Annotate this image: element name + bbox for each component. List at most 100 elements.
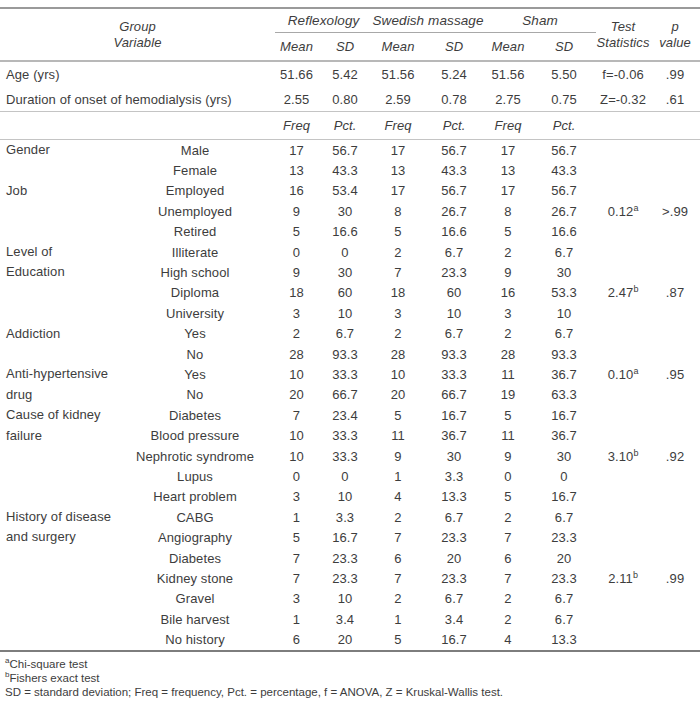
category-cell: History of diseaseand surgery xyxy=(0,507,115,651)
value-cell: 16.7 xyxy=(318,527,372,547)
value-cell: 2 xyxy=(484,589,532,609)
category-cell: Level ofEducation xyxy=(0,242,115,324)
test-statistic-cell xyxy=(596,385,650,405)
value-cell: 7 xyxy=(275,548,318,568)
subcategory-cell: CABG xyxy=(115,507,275,527)
p-value-cell xyxy=(650,609,700,629)
value-cell: 10 xyxy=(318,487,372,507)
subcategory-cell: No history xyxy=(115,629,275,650)
test-statistic-cell xyxy=(596,140,650,161)
value-cell: 16.7 xyxy=(532,487,596,507)
empty-cell xyxy=(596,112,650,140)
value-cell: 7 xyxy=(372,568,424,588)
value-cell: 1 xyxy=(372,466,424,486)
value-cell: 66.7 xyxy=(318,385,372,405)
value-cell: 0 xyxy=(484,466,532,486)
p-value-cell xyxy=(650,344,700,364)
value-cell: 28 xyxy=(275,344,318,364)
subcategory-cell: Nephrotic syndrome xyxy=(115,446,275,466)
value-cell: 5 xyxy=(484,222,532,242)
value-cell: 3 xyxy=(275,487,318,507)
test-statistic-cell xyxy=(596,466,650,486)
value-cell: 28 xyxy=(372,344,424,364)
value-cell: 1 xyxy=(275,609,318,629)
subcategory-cell: No xyxy=(115,344,275,364)
value-cell: 8 xyxy=(484,201,532,221)
test-statistic-cell xyxy=(596,426,650,446)
freq-header: Freq xyxy=(372,112,424,140)
value-cell: 30 xyxy=(318,262,372,282)
table-row: JobEmployed1653.41756.71756.7 xyxy=(0,181,700,201)
value-cell: 16.7 xyxy=(424,405,484,425)
value-cell: 26.7 xyxy=(532,201,596,221)
value-cell: 9 xyxy=(275,262,318,282)
value-cell: 0 xyxy=(275,242,318,262)
p-value-cell xyxy=(650,629,700,650)
table-header-groups-row: GroupVariable Reflexology Swedish massag… xyxy=(0,8,700,33)
p-value-cell xyxy=(650,466,700,486)
value-cell: 5 xyxy=(275,527,318,547)
value-cell: 9 xyxy=(484,446,532,466)
value-cell: 36.7 xyxy=(532,364,596,384)
value-cell: 51.66 xyxy=(275,61,318,87)
value-cell: 3.3 xyxy=(424,466,484,486)
subcategory-cell: Illiterate xyxy=(115,242,275,262)
test-statistic-cell xyxy=(596,507,650,527)
value-cell: 2 xyxy=(372,242,424,262)
value-cell: 10 xyxy=(318,589,372,609)
value-cell: 13 xyxy=(372,160,424,180)
value-cell: 20 xyxy=(424,548,484,568)
value-cell: 56.7 xyxy=(424,181,484,201)
value-cell: 3 xyxy=(372,303,424,323)
value-cell: 33.3 xyxy=(424,364,484,384)
value-cell: 0 xyxy=(275,466,318,486)
p-value-cell: .61 xyxy=(650,87,700,112)
test-statistic-cell: 0.12a xyxy=(596,201,650,221)
p-value-cell xyxy=(650,507,700,527)
value-cell: 43.3 xyxy=(424,160,484,180)
value-cell: 10 xyxy=(372,364,424,384)
p-value-cell xyxy=(650,242,700,262)
value-cell: 10 xyxy=(275,426,318,446)
p-value-cell xyxy=(650,222,700,242)
demographics-table: GroupVariable Reflexology Swedish massag… xyxy=(0,7,700,652)
value-cell: 93.3 xyxy=(532,344,596,364)
test-statistic-cell xyxy=(596,344,650,364)
value-cell: 0 xyxy=(532,466,596,486)
p-value-cell xyxy=(650,324,700,344)
value-cell: 23.3 xyxy=(318,548,372,568)
value-cell: 5.42 xyxy=(318,61,372,87)
pct-header: Pct. xyxy=(424,112,484,140)
value-cell: 7 xyxy=(484,568,532,588)
subcategory-cell: University xyxy=(115,303,275,323)
value-cell: 28 xyxy=(484,344,532,364)
subcategory-cell: Kidney stone xyxy=(115,568,275,588)
value-cell: 23.3 xyxy=(318,568,372,588)
test-statistic-cell xyxy=(596,181,650,201)
sd-header: SD xyxy=(318,33,372,62)
value-cell: 13 xyxy=(275,160,318,180)
value-cell: 6 xyxy=(484,548,532,568)
table-row: AddictionYes26.726.726.7 xyxy=(0,324,700,344)
value-cell: 10 xyxy=(275,364,318,384)
value-cell: 8 xyxy=(372,201,424,221)
paper-table-page: GroupVariable Reflexology Swedish massag… xyxy=(0,0,700,707)
value-cell: 6.7 xyxy=(532,242,596,262)
test-statistic-cell: 3.10b xyxy=(596,446,650,466)
subcategory-cell: Unemployed xyxy=(115,201,275,221)
subcategory-cell: Heart problem xyxy=(115,487,275,507)
value-cell: 11 xyxy=(484,364,532,384)
test-statistic-cell xyxy=(596,262,650,282)
test-statistic-cell: Z=-0.32 xyxy=(596,87,650,112)
value-cell: 16 xyxy=(484,283,532,303)
value-cell: 60 xyxy=(318,283,372,303)
value-cell: 6.7 xyxy=(532,507,596,527)
value-cell: 60 xyxy=(424,283,484,303)
value-cell: 6.7 xyxy=(532,324,596,344)
p-value-cell xyxy=(650,426,700,446)
value-cell: 6.7 xyxy=(424,507,484,527)
value-cell: 53.3 xyxy=(532,283,596,303)
test-statistic-cell xyxy=(596,160,650,180)
p-value-cell: .99 xyxy=(650,61,700,87)
value-cell: 56.7 xyxy=(532,140,596,161)
